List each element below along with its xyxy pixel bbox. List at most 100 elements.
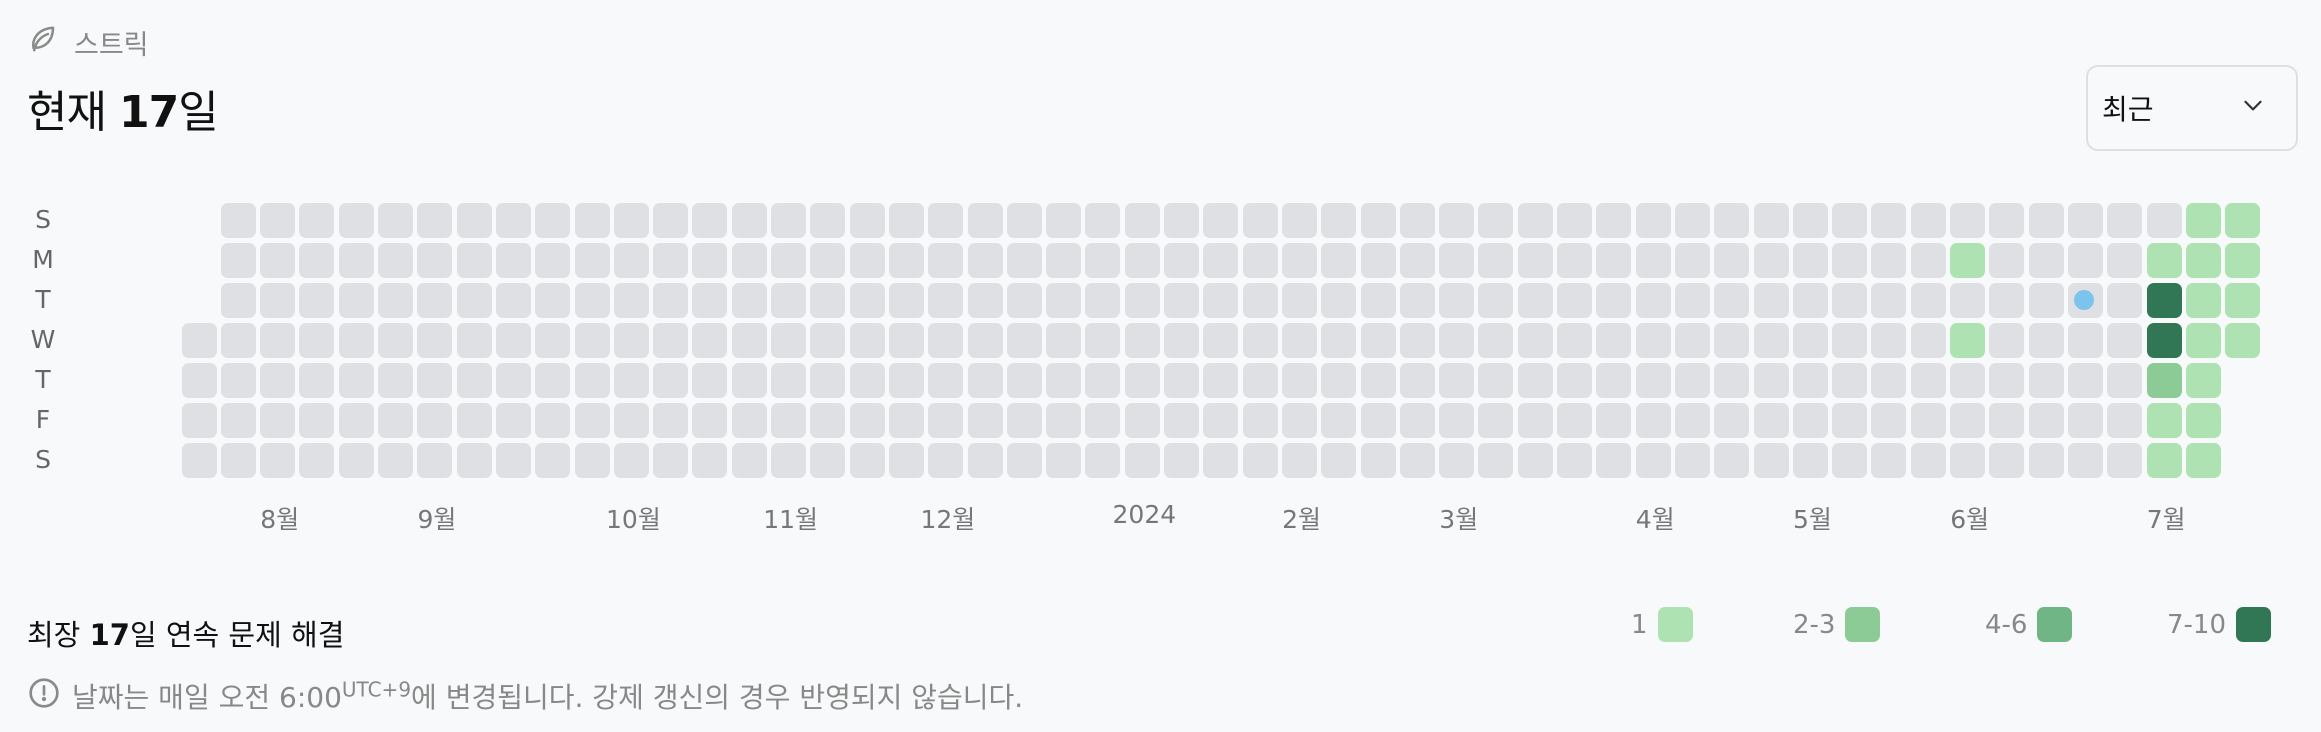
- day-cell[interactable]: [456, 283, 492, 318]
- day-cell[interactable]: [1164, 403, 1199, 438]
- day-cell[interactable]: [1399, 243, 1435, 278]
- day-cell[interactable]: [771, 283, 806, 318]
- day-cell[interactable]: [1910, 403, 1946, 438]
- day-cell[interactable]: [1635, 443, 1671, 478]
- day-cell[interactable]: [220, 323, 256, 358]
- day-cell[interactable]: [1871, 203, 1907, 238]
- day-cell[interactable]: [1203, 403, 1239, 438]
- day-cell[interactable]: [1399, 403, 1435, 438]
- day-cell[interactable]: [928, 203, 964, 238]
- day-cell[interactable]: [1281, 203, 1317, 238]
- day-cell[interactable]: [574, 363, 610, 398]
- day-cell[interactable]: [181, 323, 217, 358]
- day-cell[interactable]: [653, 363, 689, 398]
- day-cell[interactable]: [1164, 443, 1199, 478]
- day-cell[interactable]: [1203, 283, 1239, 318]
- day-cell[interactable]: [2225, 283, 2261, 318]
- day-cell[interactable]: [1950, 403, 1985, 438]
- day-cell[interactable]: [1124, 403, 1160, 438]
- day-cell[interactable]: [181, 403, 217, 438]
- day-cell[interactable]: [456, 443, 492, 478]
- day-cell[interactable]: [1792, 323, 1828, 358]
- day-cell[interactable]: [1596, 323, 1632, 358]
- day-cell[interactable]: [1046, 403, 1082, 438]
- day-cell[interactable]: [1989, 443, 2025, 478]
- day-cell[interactable]: [692, 443, 728, 478]
- day-cell[interactable]: [692, 243, 728, 278]
- day-cell[interactable]: [260, 363, 296, 398]
- day-cell[interactable]: [1478, 323, 1514, 358]
- day-cell[interactable]: [260, 443, 296, 478]
- day-cell[interactable]: [574, 283, 610, 318]
- day-cell[interactable]: [1164, 363, 1199, 398]
- day-cell[interactable]: [1439, 203, 1475, 238]
- day-cell[interactable]: [1321, 203, 1357, 238]
- day-cell[interactable]: [1360, 323, 1396, 358]
- day-cell[interactable]: [810, 203, 846, 238]
- day-cell[interactable]: [299, 363, 335, 398]
- day-cell[interactable]: [2067, 243, 2103, 278]
- day-cell[interactable]: [1557, 363, 1592, 398]
- day-cell[interactable]: [1792, 203, 1828, 238]
- day-cell[interactable]: [1832, 243, 1868, 278]
- day-cell[interactable]: [1478, 403, 1514, 438]
- day-cell[interactable]: [731, 403, 767, 438]
- day-cell[interactable]: [220, 363, 256, 398]
- day-cell[interactable]: [1360, 403, 1396, 438]
- day-cell[interactable]: [1753, 283, 1789, 318]
- day-cell[interactable]: [535, 403, 571, 438]
- day-cell[interactable]: [1989, 243, 2025, 278]
- day-cell[interactable]: [1557, 283, 1592, 318]
- day-cell[interactable]: [928, 243, 964, 278]
- day-cell[interactable]: [2028, 203, 2064, 238]
- day-cell[interactable]: [2185, 443, 2221, 478]
- day-cell[interactable]: [2146, 203, 2182, 238]
- day-cell[interactable]: [731, 243, 767, 278]
- day-cell[interactable]: [967, 363, 1003, 398]
- day-cell[interactable]: [771, 443, 806, 478]
- day-cell[interactable]: [613, 283, 649, 318]
- day-cell[interactable]: [1517, 363, 1553, 398]
- day-cell[interactable]: [1399, 323, 1435, 358]
- day-cell[interactable]: [1596, 443, 1632, 478]
- day-cell[interactable]: [1124, 203, 1160, 238]
- day-cell[interactable]: [1635, 403, 1671, 438]
- day-cell[interactable]: [495, 243, 531, 278]
- day-cell[interactable]: [771, 323, 806, 358]
- day-cell[interactable]: [417, 203, 453, 238]
- day-cell[interactable]: [1674, 443, 1710, 478]
- day-cell[interactable]: [299, 283, 335, 318]
- day-cell[interactable]: [1124, 243, 1160, 278]
- day-cell[interactable]: [535, 203, 571, 238]
- day-cell[interactable]: [967, 323, 1003, 358]
- day-cell[interactable]: [1989, 403, 2025, 438]
- day-cell[interactable]: [417, 323, 453, 358]
- day-cell[interactable]: [1281, 243, 1317, 278]
- day-cell[interactable]: [260, 243, 296, 278]
- day-cell[interactable]: [1950, 203, 1985, 238]
- day-cell[interactable]: [2146, 323, 2182, 358]
- day-cell[interactable]: [299, 443, 335, 478]
- day-cell[interactable]: [1085, 243, 1121, 278]
- day-cell[interactable]: [1832, 443, 1868, 478]
- day-cell[interactable]: [378, 243, 413, 278]
- day-cell[interactable]: [653, 323, 689, 358]
- day-cell[interactable]: [1989, 363, 2025, 398]
- day-cell[interactable]: [378, 363, 413, 398]
- day-cell[interactable]: [1950, 443, 1985, 478]
- day-cell[interactable]: [378, 443, 413, 478]
- day-cell[interactable]: [888, 363, 924, 398]
- day-cell[interactable]: [692, 363, 728, 398]
- day-cell[interactable]: [1950, 323, 1985, 358]
- day-cell[interactable]: [1124, 363, 1160, 398]
- day-cell[interactable]: [456, 243, 492, 278]
- day-cell[interactable]: [888, 443, 924, 478]
- day-cell[interactable]: [928, 283, 964, 318]
- day-cell[interactable]: [1321, 363, 1357, 398]
- day-cell[interactable]: [731, 323, 767, 358]
- day-cell[interactable]: [2185, 243, 2221, 278]
- day-cell[interactable]: [1792, 363, 1828, 398]
- day-cell[interactable]: [1910, 443, 1946, 478]
- day-cell[interactable]: [653, 283, 689, 318]
- day-cell[interactable]: [2107, 203, 2143, 238]
